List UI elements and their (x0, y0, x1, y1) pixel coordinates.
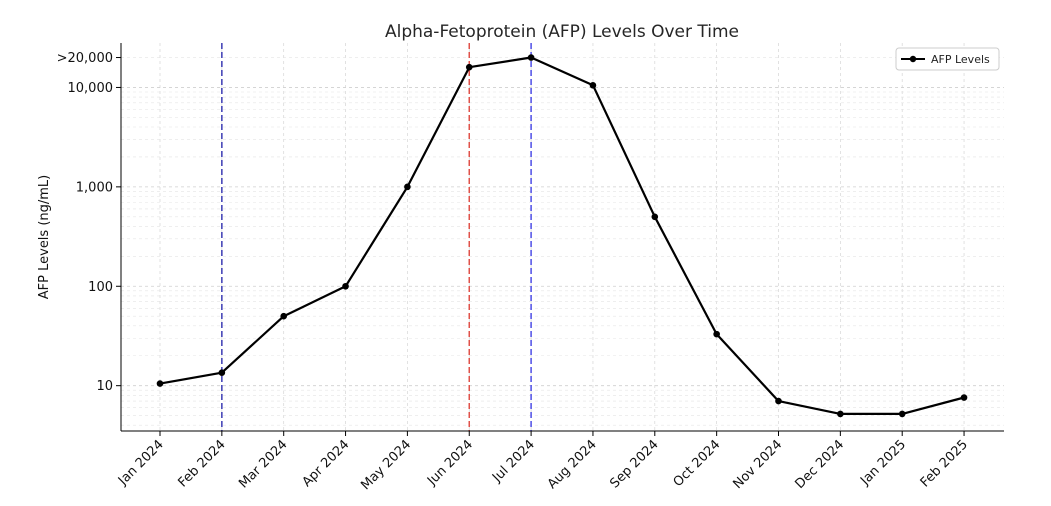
y-tick-label: 10,000 (68, 81, 114, 96)
y-tick-label: 100 (88, 280, 113, 295)
data-point (342, 282, 349, 290)
reference-lines (221, 43, 532, 431)
legend: AFP Levels (895, 47, 1000, 71)
data-point (156, 380, 164, 387)
data-point (898, 410, 906, 418)
data-point (837, 410, 844, 418)
data-point (589, 82, 597, 89)
y-tick-label: >20,000 (57, 51, 113, 66)
chart-title: Alpha-Fetoprotein (AFP) Levels Over Time (385, 22, 739, 42)
legend-marker (909, 55, 917, 63)
data-point (280, 312, 288, 320)
data-point (527, 54, 535, 61)
series (156, 54, 968, 418)
data-point (218, 369, 226, 377)
data-point (465, 63, 473, 71)
legend-box (895, 47, 1000, 71)
y-tick-label: 10 (96, 379, 113, 394)
data-point (960, 394, 968, 401)
series-line (159, 56, 965, 415)
y-axis-label: AFP Levels (ng/mL) (37, 175, 52, 299)
y-tick-label: 1,000 (76, 180, 113, 195)
legend-label: AFP Levels (931, 53, 990, 66)
axes (120, 43, 1004, 432)
data-point (404, 183, 411, 191)
data-point (775, 397, 782, 405)
data-point (713, 330, 720, 338)
data-point (651, 213, 659, 221)
